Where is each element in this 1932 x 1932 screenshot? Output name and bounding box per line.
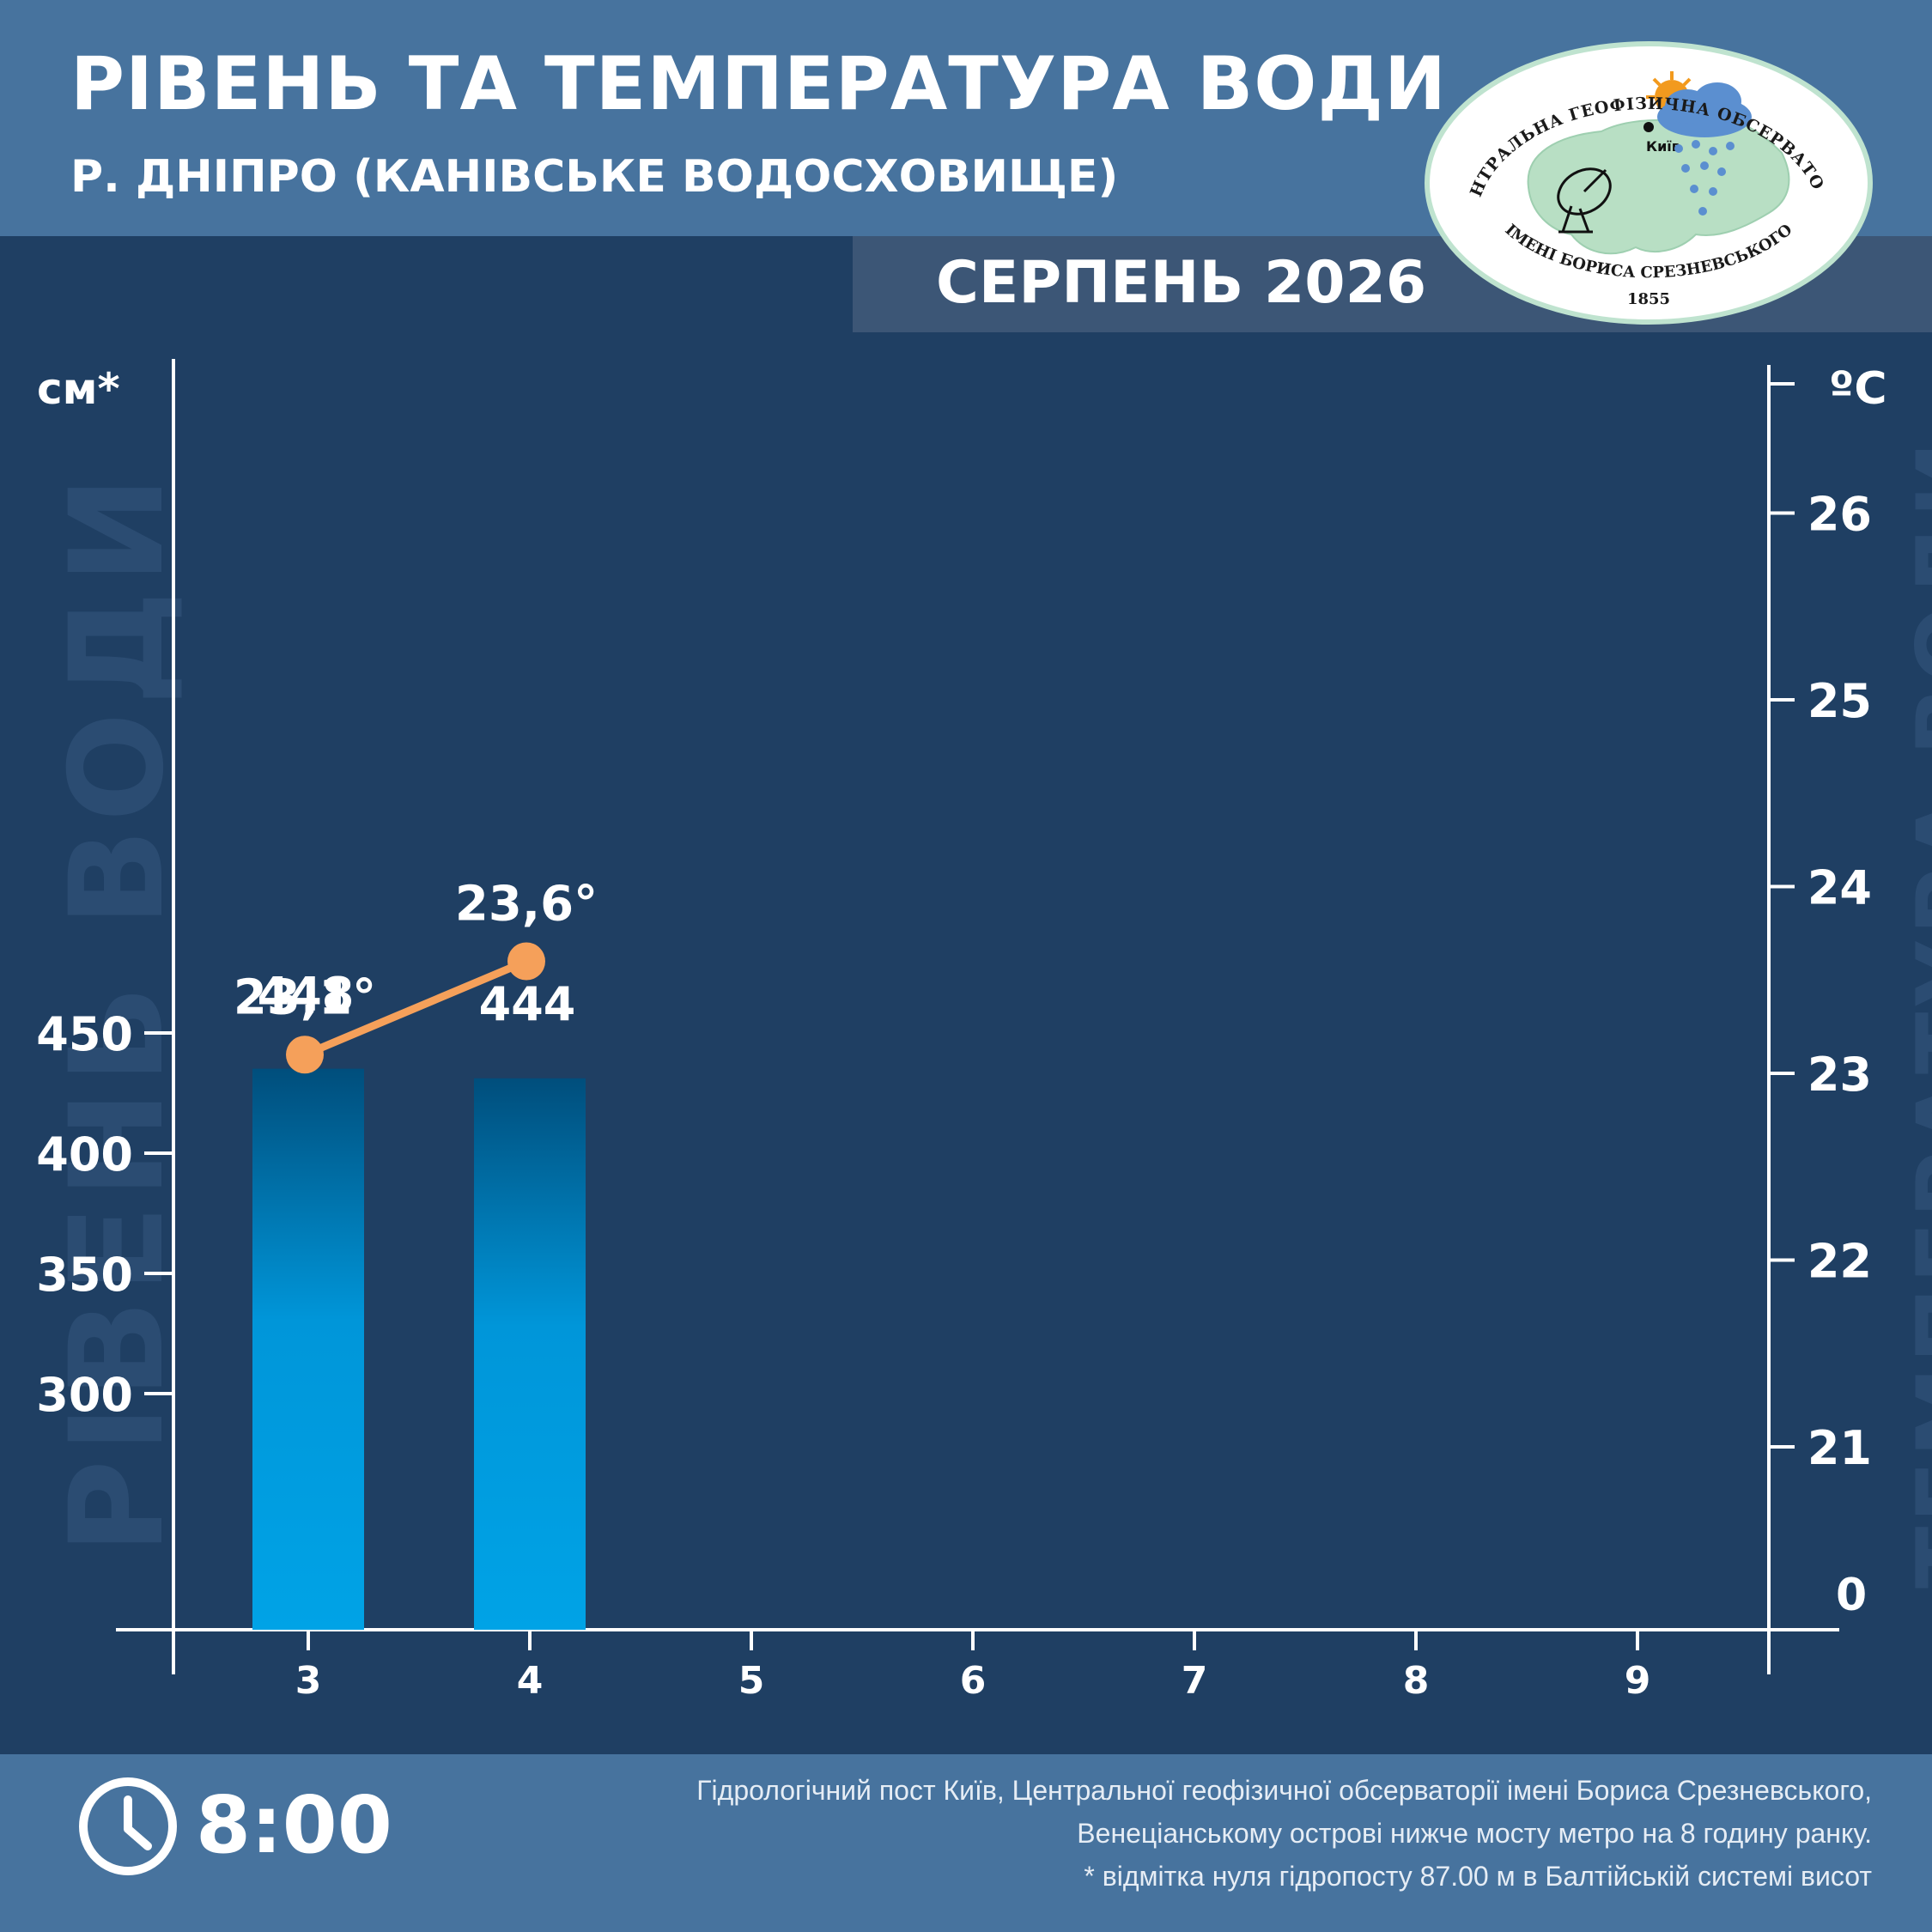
temperature-point [507, 942, 545, 981]
left-tick-label: 350 [36, 1248, 133, 1302]
chart-labels: 300 350 400 450 см* 21 22 23 24 25 26 0 ºC 3 4 5 6 7 8 9 448… [36, 363, 1886, 1703]
level-value-label: 448 [258, 968, 355, 1022]
logo-year: 1855 [1627, 290, 1670, 308]
right-zero-label: 0 [1836, 1570, 1867, 1621]
temperature-point [286, 1036, 324, 1074]
chart-axes [116, 359, 1839, 1674]
temperature-line [303, 957, 528, 1059]
water-chart: 300 350 400 450 см* 21 22 23 24 25 26 0 ºC 3 4 5 6 7 8 9 448… [36, 359, 1887, 1703]
x-tick-label: 5 [738, 1659, 765, 1703]
right-tick-label: 26 [1807, 488, 1872, 542]
footer-note-line: Гідрологічний пост Київ, Центральної гео… [696, 1775, 1872, 1806]
right-tick-label: 22 [1807, 1235, 1872, 1289]
footer-note-line: Венеціанському острові нижче мосту метро… [1077, 1818, 1872, 1849]
temperature-value-label: 23,6° [455, 877, 598, 933]
left-tick-label: 300 [36, 1368, 133, 1422]
temperature-series [286, 942, 545, 1074]
page-subtitle: Р. ДНІПРО (КАНІВСЬКЕ ВОДОСХОВИЩЕ) [70, 151, 1119, 203]
right-tick-label: 25 [1807, 674, 1872, 728]
measurement-time: 8:00 [196, 1779, 392, 1871]
right-tick-label: 23 [1807, 1048, 1872, 1102]
rain-cloud-icon [1657, 82, 1752, 216]
x-tick-label: 3 [295, 1659, 322, 1703]
level-value-label: 444 [479, 977, 576, 1031]
clock-icon [79, 1777, 177, 1875]
x-tick-label: 9 [1625, 1659, 1651, 1703]
footer-note-line: * відмітка нуля гідропосту 87.00 м в Бал… [1084, 1861, 1872, 1892]
right-axis-unit: ºC [1829, 363, 1887, 415]
level-bars [252, 1068, 586, 1630]
temperature-value-label: 23,1° [234, 969, 376, 1025]
month-label: СЕРПЕНЬ 2026 [936, 249, 1427, 317]
footer-note: Гідрологічний пост Київ, Центральної гео… [696, 1769, 1872, 1898]
left-tick-label: 450 [36, 1007, 133, 1061]
observatory-logo: Київ ЦЕНТРАЛЬНА ГЕОФІЗИЧНА ОБСЕРВАТОРІЯ … [1421, 41, 1873, 325]
x-tick-label: 6 [960, 1659, 987, 1703]
page-title: РІВЕНЬ ТА ТЕМПЕРАТУРА ВОДИ [70, 41, 1447, 127]
right-tick-label: 24 [1807, 861, 1872, 915]
x-tick-label: 8 [1403, 1659, 1430, 1703]
x-tick-label: 4 [517, 1659, 544, 1703]
right-tick-label: 21 [1807, 1421, 1872, 1475]
level-bar [474, 1078, 586, 1630]
x-tick-label: 7 [1182, 1659, 1208, 1703]
logo-city: Київ [1646, 138, 1680, 155]
left-tick-label: 400 [36, 1127, 133, 1182]
level-bar [252, 1068, 364, 1630]
footer-band [0, 1754, 1932, 1932]
satellite-dish-icon [1557, 167, 1612, 234]
left-axis-unit: см* [37, 364, 120, 414]
